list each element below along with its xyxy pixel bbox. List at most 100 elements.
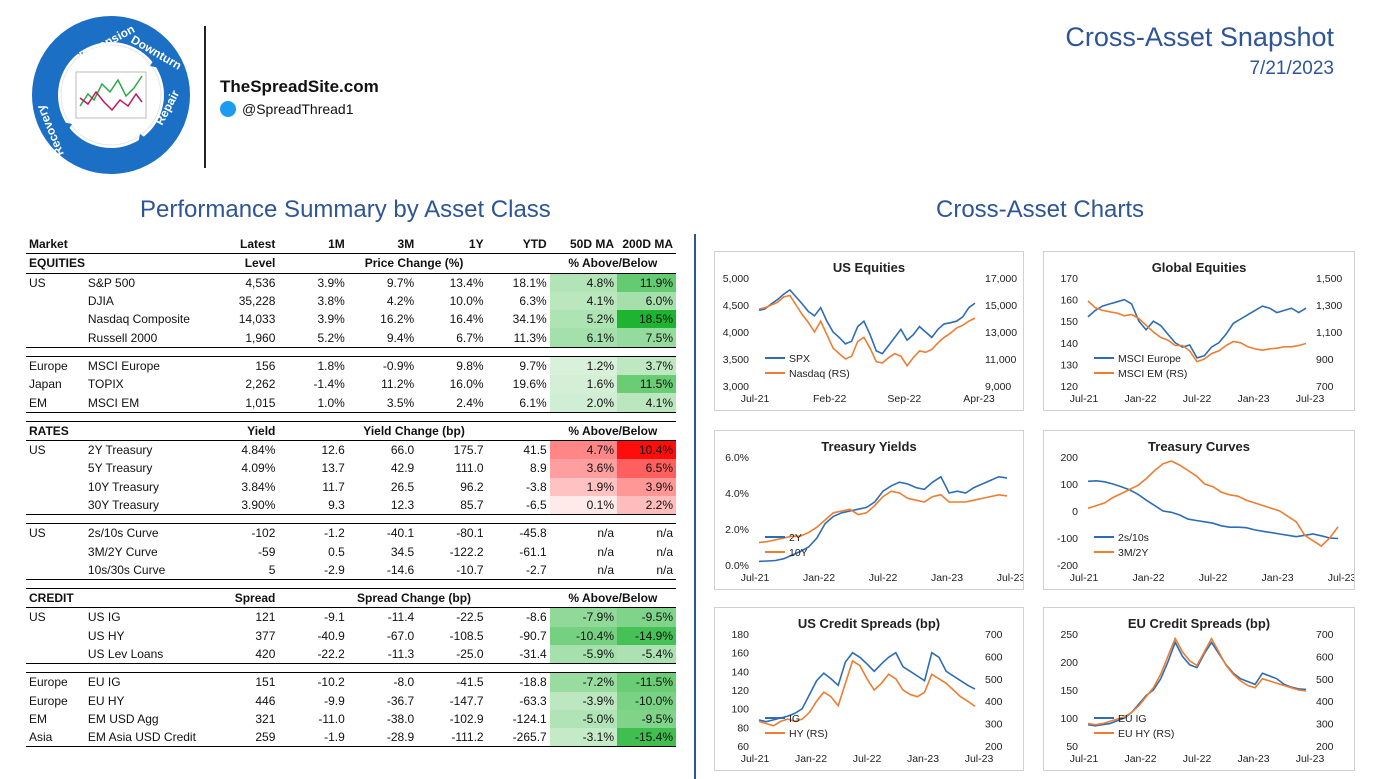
section-level-label: Spread (221, 588, 279, 609)
y2-tick-label: 200 (1316, 741, 1334, 753)
row-50d-ma: 1.2% (549, 355, 618, 376)
row-latest: 156 (221, 355, 279, 376)
section-spacer (26, 412, 676, 421)
table-row: Europe MSCI Europe 156 1.8% -0.9% 9.8% 9.7% 1.2… (26, 355, 676, 376)
row-1m: 0.5 (328, 544, 345, 559)
row-3m: 4.2% (386, 294, 415, 309)
row-200d-ma: 3.7% (617, 355, 676, 376)
row-1m: -1.2 (278, 523, 348, 543)
legend-label: IG (789, 713, 800, 725)
series-line (758, 475, 1008, 563)
x-tick-label: Jul-23 (965, 753, 994, 765)
chart-us-credit-spreads: US Credit Spreads (bp) 60 80 100 120 140 160 18… (714, 607, 1024, 771)
row-1m: -9.9 (324, 693, 345, 708)
logo: Expansion Downturn Repair Recovery (30, 14, 192, 176)
row-3m: 3.5% (347, 393, 418, 413)
y2-tick-label: 300 (1316, 719, 1334, 731)
x-tick-label: Jan-22 (795, 753, 827, 765)
legend-label: 2s/10s (1118, 532, 1149, 544)
series-line (758, 659, 976, 727)
row-name: 5Y Treasury (87, 461, 153, 476)
row-ytd: -18.8 (486, 672, 550, 692)
table-row: US S&P 500 4,536 3.9% 9.7% 13.4% 18.1% 4.8% 11.9… (26, 273, 676, 292)
section-header-equities: EQUITIES Level Price Change (%)% Above/Bel… (26, 253, 676, 274)
y-tick-label: 200 (1060, 452, 1078, 464)
section-change-label: Spread Change (bp) (278, 588, 550, 609)
row-1m: -22.2 (278, 644, 348, 665)
row-1y: 175.7 (453, 443, 484, 458)
row-1m: 9.3 (278, 495, 348, 516)
chart-treasury-yields: Treasury Yields 0.0% 2.0% 4.0% 6.0% Jul-21 Jan… (714, 430, 1024, 590)
y-tick-label: 160 (1060, 295, 1078, 307)
table-row: US Lev Loans 420 -22.2 -11.3 -25.0 -31.4 -5.9%… (26, 644, 676, 665)
col-1y: 1Y (417, 235, 487, 255)
header-divider (204, 26, 206, 168)
table-row: Japan TOPIX 2,262 -1.4% 11.2% 16.0% 19.6% 1.6% 1… (26, 375, 676, 394)
y2-tick-label: 11,000 (985, 354, 1016, 366)
row-3m: -11.3 (347, 644, 418, 665)
row-latest: 151 (221, 672, 279, 692)
chart-title: Global Equities (1152, 260, 1247, 275)
y2-tick-label: 900 (1316, 354, 1334, 366)
twitter-handle: @SpreadThread1 (242, 101, 354, 117)
spacer-cell (26, 412, 676, 421)
row-50d-ma: 3.6% (549, 459, 618, 478)
row-name: 10Y Treasury (87, 479, 160, 494)
table-row: DJIA 35,228 3.8% 4.2% 10.0% 6.3% 4.1% 6.0% (26, 291, 676, 311)
row-1y: -111.2 (417, 728, 487, 748)
row-3m: -0.9% (347, 355, 418, 376)
spacer-cell (26, 664, 676, 673)
row-1m: 13.7 (321, 461, 345, 476)
row-latest: 446 (255, 693, 276, 708)
row-latest: 377 (255, 628, 276, 643)
row-latest: 4.09% (241, 461, 276, 476)
group-spacer (26, 347, 676, 356)
y-tick-label: 50 (1066, 741, 1078, 753)
row-3m: -40.1 (347, 523, 418, 543)
twitter-handle-row[interactable]: @SpreadThread1 (220, 101, 354, 117)
site-name: TheSpreadSite.com (220, 77, 379, 96)
col-3m: 3M (347, 235, 418, 255)
row-1y: 85.7 (417, 495, 487, 516)
section-change-label: Price Change (%) (278, 253, 550, 274)
row-name: Russell 2000 (84, 328, 222, 348)
row-1y: 2.4% (417, 393, 487, 413)
row-1y: -147.7 (449, 693, 484, 708)
row-latest: 1,960 (221, 328, 279, 348)
row-50d-ma: -3.1% (549, 728, 618, 748)
row-1y: -10.7 (417, 560, 487, 581)
legend-label: Nasdaq (RS) (789, 368, 850, 380)
row-1y: -102.9 (449, 711, 484, 726)
row-3m: -36.7 (386, 693, 415, 708)
performance-table-body: Market Latest 1M 3M 1Y YTD 50D MA 200D M… (26, 235, 676, 748)
chart-svg: US Equities 3,000 3,500 4,000 4,500 5,000 9,00… (723, 260, 1018, 405)
chart-treasury-curves: Treasury Curves -200 -100 0 100 200 Jul-21 Jan-… (1043, 430, 1355, 590)
section-ma-label: % Above/Below (549, 420, 676, 441)
row-name: Nasdaq Composite (87, 312, 190, 327)
row-3m: -11.4 (387, 610, 415, 625)
row-ytd: 8.9 (530, 461, 547, 476)
row-ytd: -6.5 (486, 495, 550, 516)
row-ytd: 6.3% (519, 294, 547, 309)
y2-tick-label: 700 (1316, 381, 1334, 393)
row-50d-ma: 0.1% (549, 495, 618, 516)
chart-svg: Treasury Curves -200 -100 0 100 200 Jul-21 Jan-… (1057, 439, 1354, 584)
section-name: EQUITIES (26, 253, 222, 274)
row-name: TOPIX (87, 377, 124, 392)
row-region (26, 459, 85, 477)
row-ytd: 41.5 (523, 443, 547, 458)
row-200d-ma: 6.5% (617, 459, 676, 478)
table-row: Asia EM Asia USD Credit 259 -1.9 -28.9 -111.2… (26, 728, 676, 748)
series-line (758, 294, 976, 368)
group-spacer (26, 664, 676, 673)
y-tick-label: 100 (731, 704, 749, 716)
row-200d-ma: -9.5% (617, 709, 676, 729)
x-tick-label: Jul-21 (1070, 393, 1099, 405)
series-line (758, 490, 1008, 544)
row-3m: 9.4% (347, 328, 418, 348)
table-row: US HY 377 -40.9 -67.0 -108.5 -90.7 -10.4% -14.9… (26, 626, 676, 645)
row-200d-ma: 11.9% (617, 273, 676, 292)
row-latest: 420 (221, 644, 279, 665)
row-200d-ma: 4.1% (617, 393, 676, 413)
y-tick-label: 130 (1060, 359, 1078, 371)
